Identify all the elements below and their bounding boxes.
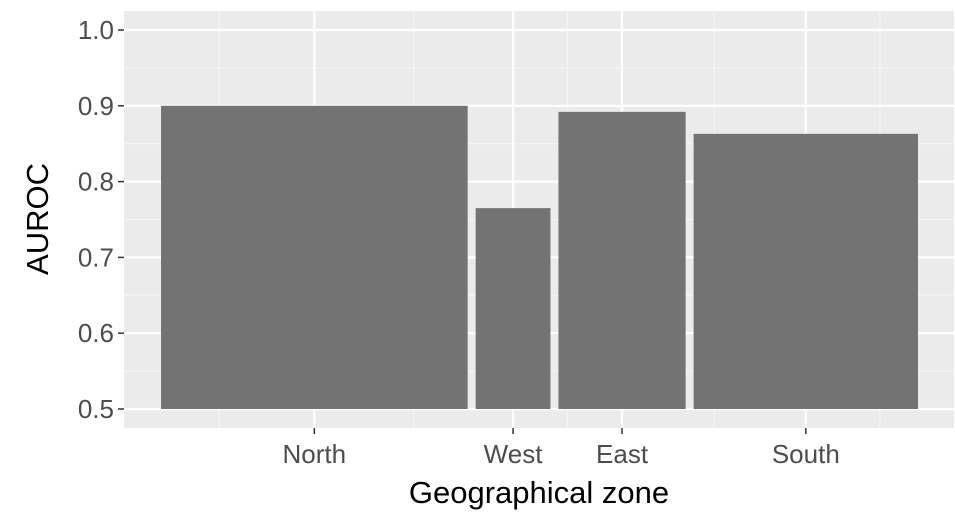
x-tick-label: East [596, 439, 649, 469]
y-tick-label: 0.7 [78, 242, 114, 272]
y-tick-label: 0.9 [78, 91, 114, 121]
y-tick-label: 0.6 [78, 318, 114, 348]
y-tick-label: 0.5 [78, 394, 114, 424]
x-axis: North West East South [283, 428, 840, 469]
y-tick-label: 1.0 [78, 15, 114, 45]
bar-north [161, 105, 468, 410]
y-tick-label: 0.8 [78, 167, 114, 197]
x-tick-label: North [283, 439, 347, 469]
bar-south [693, 133, 918, 409]
x-axis-title: Geographical zone [409, 475, 669, 510]
y-axis-title: AUROC [20, 163, 55, 275]
bar-east [558, 111, 686, 409]
x-tick-label: South [772, 439, 840, 469]
bars [161, 105, 918, 410]
y-axis: 0.5 0.6 0.7 0.8 0.9 1.0 [78, 15, 124, 424]
x-tick-label: West [484, 439, 544, 469]
bar-west [475, 208, 551, 409]
